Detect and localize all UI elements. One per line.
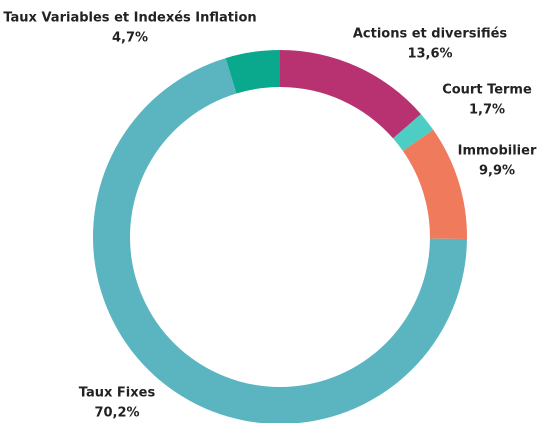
slice-value-label: 1,7% (469, 103, 505, 118)
slice-value-label: 13,6% (407, 47, 452, 62)
slice-label: Taux Variables et Indexés Inflation (3, 11, 256, 26)
slice-value-label: 9,9% (479, 164, 515, 179)
slice-label: Actions et diversifiés (353, 27, 508, 42)
donut-slice (393, 114, 434, 152)
slice-label: Court Terme (442, 83, 532, 98)
donut-slice (225, 50, 280, 94)
donut-slice (402, 129, 467, 240)
slice-value-label: 4,7% (112, 31, 148, 46)
donut-slice (280, 50, 421, 139)
slice-value-label: 70,2% (94, 406, 139, 421)
slice-label: Immobilier (458, 144, 537, 159)
slice-label: Taux Fixes (79, 386, 156, 401)
